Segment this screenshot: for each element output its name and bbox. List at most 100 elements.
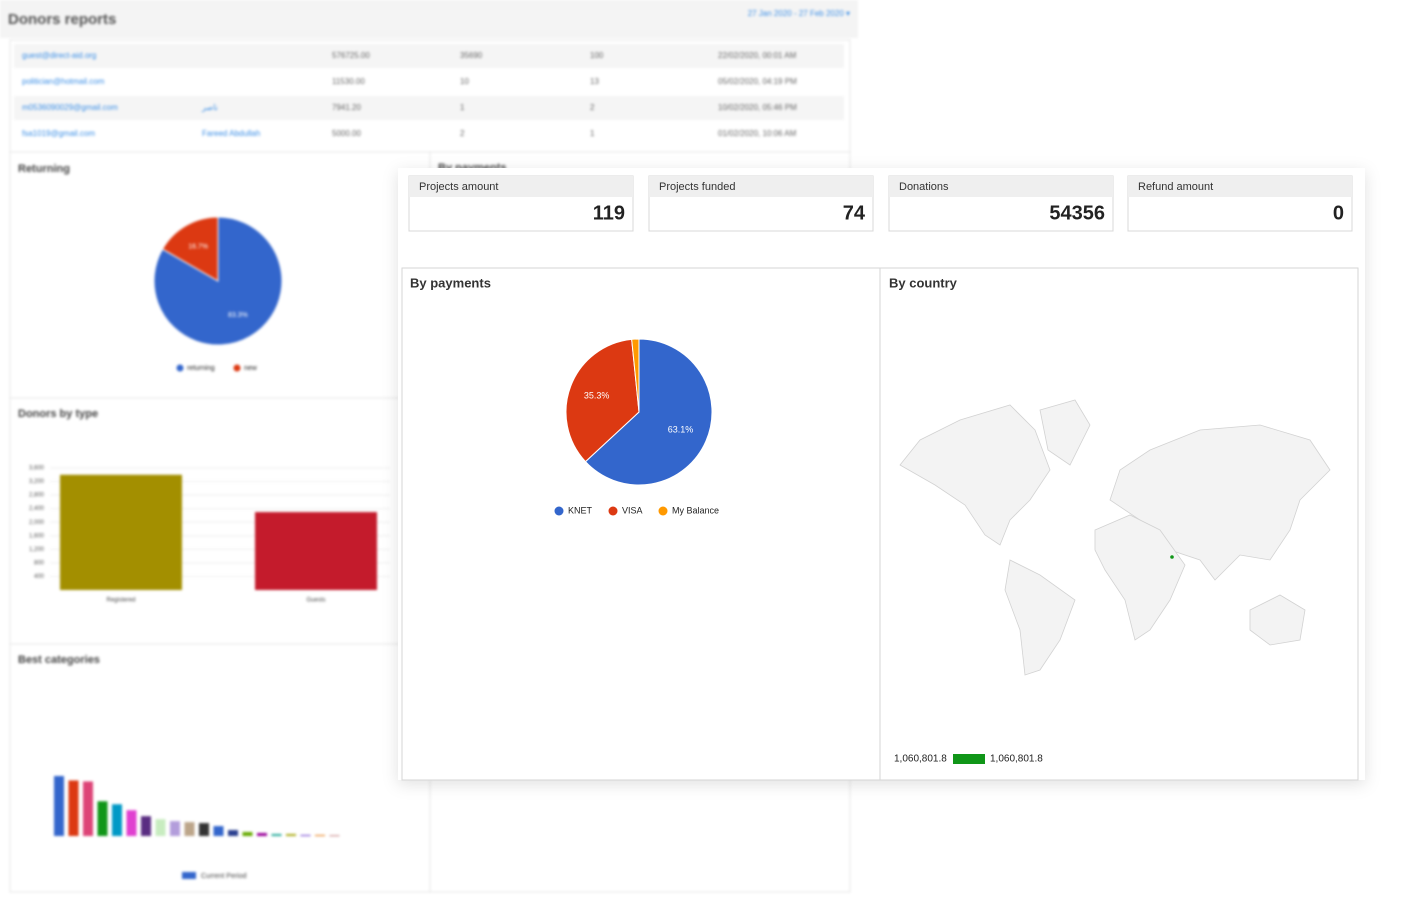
- y-tick-label: 400: [34, 574, 45, 580]
- panel-title: By country: [889, 275, 958, 290]
- bar: [199, 823, 209, 836]
- color-axis-max: 1,060,801.8: [990, 754, 1043, 765]
- color-axis-bar: [953, 754, 985, 764]
- date-range[interactable]: 27 Jan 2020 - 27 Feb 2020 ▾: [748, 9, 850, 18]
- table-cell: fsa1019@gmail.com: [22, 129, 95, 138]
- table-cell: 1: [460, 103, 465, 112]
- bar: [286, 834, 296, 836]
- table-cell: politician@hotmail.com: [22, 77, 105, 86]
- table-cell: 7941.20: [332, 103, 361, 112]
- legend-label: new: [244, 365, 258, 372]
- legend-swatch: [554, 506, 564, 516]
- bar: [255, 512, 377, 590]
- bar: [170, 821, 180, 836]
- landmass: [1094, 514, 1186, 641]
- bar: [83, 781, 93, 836]
- table-cell: 35690: [460, 51, 483, 60]
- y-tick-label: 2,400: [29, 506, 45, 512]
- bar: [141, 816, 151, 836]
- y-tick-label: 1,600: [29, 533, 45, 539]
- legend-label: KNET: [568, 505, 593, 515]
- table-cell: 13: [590, 77, 599, 86]
- bar: [315, 835, 325, 836]
- table-cell: 5000.00: [332, 129, 361, 138]
- y-tick-label: 3,200: [29, 479, 45, 485]
- stat-label: Donations: [899, 181, 949, 193]
- table-cell: 10/02/2020, 05:46 PM: [718, 103, 797, 112]
- bar: [242, 832, 253, 836]
- legend-label: Current Period: [201, 873, 247, 880]
- table-cell: Fareed Abdullah: [202, 129, 260, 138]
- pie-slice: [153, 216, 283, 346]
- color-axis-min: 1,060,801.8: [894, 754, 947, 765]
- table-cell: 05/02/2020, 04:19 PM: [718, 77, 797, 86]
- pie-slice: [631, 338, 640, 413]
- slice-label: 83.3%: [228, 312, 248, 319]
- page-title: Donors reports: [8, 11, 116, 28]
- bar: [60, 474, 182, 590]
- y-tick-label: 1,200: [29, 547, 45, 553]
- y-tick-label: 3,600: [29, 466, 45, 472]
- legend-swatch: [658, 506, 668, 516]
- y-tick-label: 2,000: [29, 520, 45, 526]
- stat-card-header: [409, 176, 633, 197]
- table-cell: 2: [460, 129, 465, 138]
- bar: [97, 801, 108, 836]
- header-bar: [0, 0, 858, 38]
- panel-title: By payments: [410, 275, 491, 290]
- bar: [54, 775, 64, 836]
- bar: [271, 834, 282, 836]
- legend-swatch: [233, 364, 241, 372]
- bar: [300, 835, 311, 836]
- x-tick-label: Guests: [306, 598, 325, 604]
- bar: [155, 819, 166, 836]
- pie-slice: [161, 216, 219, 282]
- landmass: [1004, 559, 1076, 676]
- stat-card-header: [889, 176, 1113, 197]
- table-cell: m0536090029@gmail.com: [22, 103, 118, 112]
- stat-label: Projects funded: [659, 181, 735, 193]
- x-tick-label: Registered: [106, 598, 135, 604]
- stat-card-header: [649, 176, 873, 197]
- stat-value: 74: [843, 202, 866, 224]
- stat-label: Refund amount: [1138, 181, 1213, 193]
- legend-label: VISA: [622, 505, 643, 515]
- table-row: [14, 44, 844, 68]
- table-cell: 576725.00: [332, 51, 370, 60]
- legend-swatch: [608, 506, 618, 516]
- legend-label: My Balance: [672, 505, 719, 515]
- bar: [228, 830, 238, 836]
- foreground-dashboard: By payments By country 63.1% 35.3% KNET VIS…: [398, 168, 1365, 781]
- y-tick-label: 800: [34, 560, 45, 566]
- pie-slice: [584, 338, 713, 486]
- stat-value: 0: [1333, 202, 1344, 224]
- legend-label: returning: [187, 365, 215, 372]
- landmass: [899, 404, 1051, 546]
- legend-swatch: [176, 364, 184, 372]
- panel-title: Best categories: [18, 654, 100, 666]
- table-cell: ناصر: [201, 103, 218, 112]
- slice-label: 63.1%: [668, 424, 694, 434]
- table-cell: 2: [590, 103, 595, 112]
- table-cell: 10: [460, 77, 469, 86]
- panel-title: Donors by type: [18, 408, 98, 420]
- pie-slice: [565, 338, 640, 463]
- legend-swatch: [182, 872, 196, 879]
- slice-label: 16.7%: [188, 244, 208, 251]
- bar: [126, 810, 137, 836]
- table-cell: 11530.00: [332, 77, 365, 86]
- bar: [184, 822, 195, 836]
- slice-label: 35.3%: [584, 390, 610, 400]
- table-cell: 100: [590, 51, 604, 60]
- stat-value: 54356: [1049, 202, 1105, 224]
- panel-title: Returning: [18, 163, 70, 175]
- bar: [112, 804, 122, 836]
- table-row: [14, 96, 844, 120]
- table-cell: guest@direct-aid.org: [22, 51, 96, 60]
- y-tick-label: 2,800: [29, 493, 45, 499]
- bar: [68, 780, 79, 836]
- table-cell: 22/02/2020, 00:01 AM: [718, 51, 797, 60]
- table-cell: 1: [590, 129, 595, 138]
- stat-value: 119: [593, 202, 625, 224]
